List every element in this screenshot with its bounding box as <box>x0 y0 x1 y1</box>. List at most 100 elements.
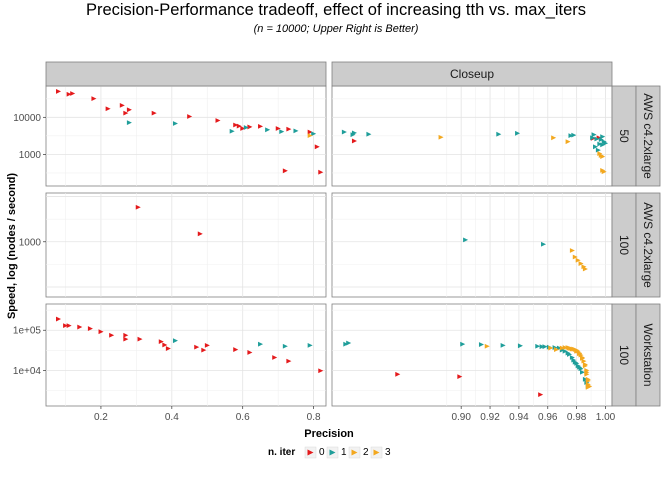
data-point-series-1 <box>229 128 235 134</box>
data-point-series-3 <box>584 369 590 375</box>
data-point-series-1 <box>567 352 573 357</box>
data-point-series-0 <box>240 126 246 131</box>
chart-subtitle: (n = 10000; Upper Right is Better) <box>253 23 419 35</box>
data-point-series-0 <box>307 129 313 135</box>
data-point-series-3 <box>580 355 586 361</box>
legend-key-2-marker <box>351 449 358 456</box>
panel-r2c2 <box>331 192 613 298</box>
legend-key-3-marker <box>373 449 380 456</box>
legend-label-2: 2 <box>363 447 369 458</box>
data-point-series-0 <box>286 358 292 364</box>
row-strip-3-inner <box>635 303 661 407</box>
data-point-series-2 <box>572 254 578 260</box>
data-point-series-1 <box>600 142 606 148</box>
data-point-series-1 <box>603 140 609 146</box>
data-point-series-0 <box>70 91 76 96</box>
data-point-series-3 <box>582 362 588 367</box>
data-point-series-0 <box>395 371 401 377</box>
data-point-series-1 <box>307 342 313 348</box>
data-point-series-0 <box>204 342 210 348</box>
row-strip-3-inner-label: Workstation <box>641 323 655 386</box>
legend-key-0-marker <box>307 449 314 456</box>
legend-label-0: 0 <box>319 447 325 458</box>
x-axis-title: Precision <box>304 428 354 440</box>
data-point-series-1 <box>597 141 603 147</box>
data-point-series-0 <box>272 355 278 360</box>
data-point-series-1 <box>568 133 574 139</box>
data-point-series-0 <box>109 332 115 338</box>
data-point-series-0 <box>457 374 463 380</box>
y-axis-title: Speed, log (nodes / second) <box>6 173 18 319</box>
data-point-series-1 <box>539 344 545 350</box>
data-point-series-1 <box>126 120 132 125</box>
data-point-series-0 <box>56 316 62 322</box>
data-point-series-0 <box>538 392 544 397</box>
data-point-series-2 <box>438 134 444 140</box>
data-point-series-0 <box>286 126 292 132</box>
column-strip-2 <box>331 61 613 87</box>
data-point-series-3 <box>601 169 607 175</box>
data-point-series-0 <box>66 91 72 97</box>
panel-r3c1 <box>45 303 327 407</box>
x-tick-label: 0.2 <box>94 412 108 423</box>
data-point-series-0 <box>247 350 253 355</box>
data-point-series-1 <box>463 237 469 243</box>
data-point-series-1 <box>591 132 597 138</box>
data-point-series-2 <box>484 343 490 349</box>
legend-title: n. iter <box>268 447 295 458</box>
data-point-series-3 <box>577 351 583 357</box>
data-point-series-1 <box>172 121 178 126</box>
data-point-series-1 <box>580 369 586 375</box>
data-point-series-2 <box>569 248 575 253</box>
column-strip-2-label: Closeup <box>450 67 494 81</box>
x-tick-label: 0.4 <box>165 412 179 423</box>
data-point-series-3 <box>582 266 588 272</box>
data-point-series-3 <box>585 384 591 390</box>
data-point-series-0 <box>119 102 125 108</box>
data-point-series-0 <box>282 168 288 174</box>
data-point-series-1 <box>571 357 577 363</box>
panel-r2c1 <box>45 192 327 298</box>
points-layer <box>56 89 609 397</box>
data-point-series-0 <box>236 123 242 129</box>
data-point-series-0 <box>158 339 164 345</box>
data-point-series-2 <box>565 139 571 145</box>
data-point-series-0 <box>135 204 141 210</box>
data-point-series-1 <box>293 128 299 134</box>
row-strip-2-outer <box>611 192 637 298</box>
data-point-series-0 <box>151 110 157 116</box>
data-point-series-0 <box>318 368 324 374</box>
data-point-series-1 <box>515 130 521 136</box>
data-point-series-0 <box>77 324 83 330</box>
x-tick-label: 0.92 <box>480 412 500 423</box>
row-strip-2-inner-label: AWS c4.2xlarge <box>641 202 655 288</box>
x-tick-label: 0.94 <box>509 412 529 423</box>
x-tick-label: 0.96 <box>538 412 558 423</box>
panels-layer <box>45 85 613 407</box>
row-strip-1-inner-label: AWS c4.2xlarge <box>641 93 655 179</box>
data-point-series-1 <box>541 241 547 247</box>
data-point-series-1 <box>571 132 577 138</box>
data-point-series-0 <box>247 124 253 130</box>
data-point-series-1 <box>341 129 347 135</box>
data-point-series-0 <box>197 231 203 237</box>
x-tick-label: 0.6 <box>236 412 250 423</box>
column-strip-1 <box>45 61 327 87</box>
data-point-series-1 <box>598 137 604 143</box>
data-point-series-1 <box>496 131 502 137</box>
data-point-series-0 <box>275 126 281 131</box>
data-point-series-0 <box>123 332 129 338</box>
data-point-series-1 <box>366 131 372 137</box>
data-point-series-0 <box>66 323 72 329</box>
data-point-series-2 <box>551 135 557 141</box>
data-point-series-3 <box>597 151 603 156</box>
data-point-series-1 <box>172 338 178 344</box>
data-point-series-0 <box>98 329 104 335</box>
data-point-series-1 <box>265 127 271 133</box>
data-point-series-2 <box>562 345 568 350</box>
data-point-series-0 <box>187 114 193 119</box>
data-point-series-1 <box>478 342 484 347</box>
x-tick-label: 0.98 <box>567 412 587 423</box>
data-point-series-1 <box>258 341 264 347</box>
data-point-series-1 <box>582 376 588 382</box>
